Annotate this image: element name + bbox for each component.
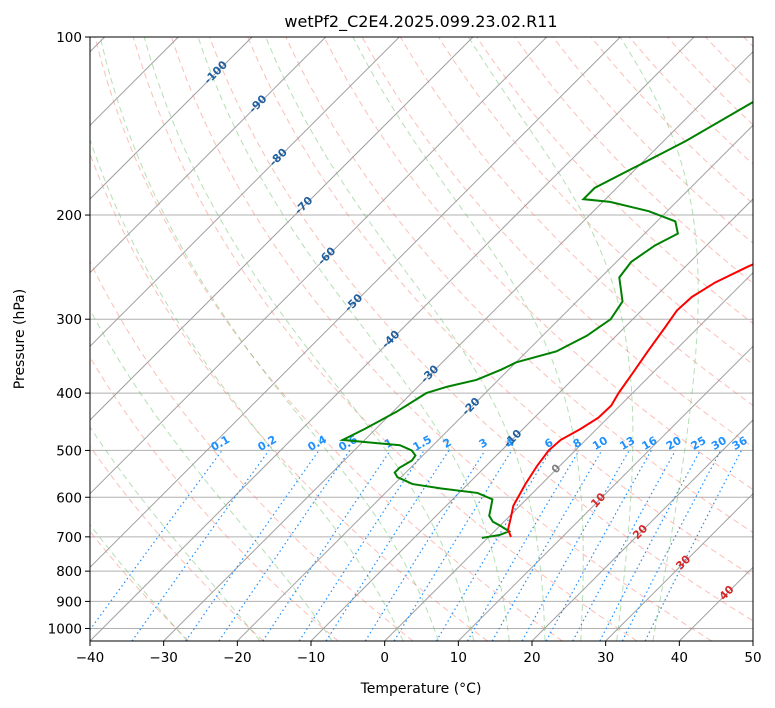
isotherm-line	[531, 419, 753, 641]
mixing-ratio-line	[325, 450, 450, 641]
dry-adiabat-line	[170, 37, 712, 641]
dry-adiabat-line	[90, 445, 264, 641]
sounding-profiles	[339, 100, 753, 539]
moist-adiabat-line	[90, 426, 261, 641]
y-tick-label: 1000	[48, 621, 82, 637]
x-axis-label: Temperature (°C)	[360, 681, 482, 697]
dry-adiabats	[90, 37, 753, 641]
mixing-ratio-lines	[90, 450, 743, 641]
dry-adiabat-line	[476, 37, 753, 325]
mixing-ratio-line	[131, 450, 270, 641]
y-tick-label: 300	[56, 312, 82, 328]
x-tick-label: 40	[671, 650, 688, 666]
x-tick-label: 0	[380, 650, 389, 666]
x-tick-label: −30	[149, 650, 178, 666]
isotherm-line	[90, 37, 253, 200]
isotherm-line	[236, 124, 753, 641]
isotherms	[90, 37, 753, 641]
isotherm-line	[90, 37, 327, 274]
x-tick-label: 10	[450, 650, 467, 666]
moist-adiabat-line	[99, 37, 439, 641]
y-tick-label: 800	[56, 564, 82, 580]
plot-background	[90, 37, 753, 641]
mixing-ratio-line	[466, 450, 580, 641]
moist-adiabat-line	[90, 523, 188, 641]
dry-adiabat-line	[514, 37, 753, 284]
dry-adiabat-line	[323, 37, 753, 491]
temperature-profile-line	[507, 263, 753, 538]
x-tick-label: −20	[223, 650, 252, 666]
background-lines	[90, 37, 753, 641]
dewpoint-profile-line	[339, 100, 753, 539]
plot-frame	[89, 36, 754, 642]
mixing-ratio-line	[572, 450, 677, 641]
moist-adiabat-line	[619, 37, 699, 641]
mixing-ratio-line	[262, 450, 391, 641]
moist-adiabat-line	[90, 308, 333, 641]
moist-adiabat-line	[197, 37, 510, 641]
x-tick-label: −10	[297, 650, 326, 666]
y-tick-label: 200	[56, 208, 82, 224]
isotherm-line	[384, 271, 753, 641]
y-axis: 100 200 300 400 500 600 700 800 900 1000	[48, 30, 90, 637]
moist-adiabat-line	[143, 37, 475, 641]
y-tick-label: 900	[56, 594, 82, 610]
mixing-ratio-line	[435, 450, 552, 641]
isotherm-line	[90, 37, 400, 348]
isotherm-line	[163, 50, 753, 641]
moist-adiabat-line	[265, 37, 546, 641]
y-tick-label: 700	[56, 530, 82, 546]
isotherm-line	[90, 37, 695, 641]
moist-adiabat-line	[352, 37, 584, 641]
mixing-ratio-line	[364, 450, 486, 641]
x-axis: −40 −30 −20 −10 0 10 20 30 40 50	[76, 641, 762, 666]
isotherm-line	[90, 37, 621, 569]
y-axis-label: Pressure (hPa)	[12, 289, 28, 389]
y-tick-label: 100	[56, 30, 82, 46]
dry-adiabat-line	[247, 37, 753, 577]
y-tick-label: 400	[56, 386, 82, 402]
mixing-ratio-line	[298, 450, 425, 641]
dry-adiabat-line	[209, 37, 753, 622]
pressure-gridlines	[90, 37, 753, 629]
dry-adiabat-line	[285, 37, 753, 534]
y-tick-label: 600	[56, 490, 82, 506]
mixing-ratio-line	[545, 450, 652, 641]
isotherm-line	[457, 345, 753, 641]
dry-adiabat-line	[94, 37, 563, 641]
x-tick-label: 20	[523, 650, 540, 666]
mixing-ratio-line	[218, 450, 351, 641]
isotherm-line	[90, 37, 548, 495]
isotherm-line	[605, 492, 753, 641]
mixing-ratio-line	[644, 450, 743, 641]
isotherm-line	[310, 198, 753, 641]
chart-title: wetPf2_C2E4.2025.099.23.02.R11	[284, 12, 557, 32]
mixing-ratio-line	[185, 450, 320, 641]
y-tick-label: 500	[56, 443, 82, 459]
x-tick-label: 50	[744, 650, 761, 666]
moist-adiabats	[90, 37, 699, 641]
isotherm-line	[90, 37, 474, 421]
x-tick-label: −40	[76, 650, 105, 666]
dry-adiabat-line	[90, 260, 414, 641]
dry-adiabat-line	[132, 37, 638, 641]
mixing-ratio-line	[393, 450, 513, 641]
x-tick-label: 30	[597, 650, 614, 666]
moist-adiabat-line	[90, 137, 404, 641]
